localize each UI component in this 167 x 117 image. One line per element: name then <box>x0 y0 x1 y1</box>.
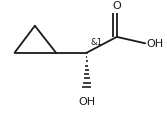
Text: OH: OH <box>78 97 95 107</box>
Text: &1: &1 <box>90 38 102 47</box>
Text: OH: OH <box>147 39 164 49</box>
Text: O: O <box>112 2 121 11</box>
